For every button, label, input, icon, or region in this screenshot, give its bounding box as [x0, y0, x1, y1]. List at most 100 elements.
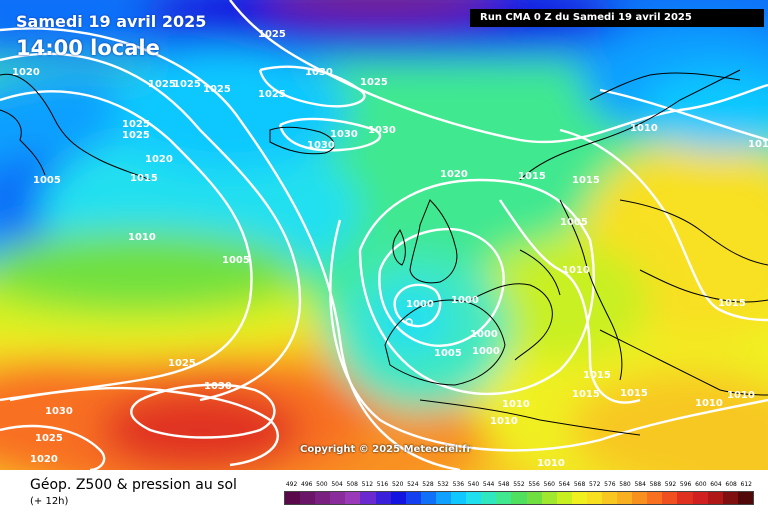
color-scale-bar [284, 491, 754, 505]
isobar-label: 1025 [122, 130, 150, 141]
scale-tick-label: 552 [513, 481, 525, 488]
scale-swatch [466, 492, 482, 504]
scale-swatch [451, 492, 467, 504]
isobar-label: 1020 [145, 154, 173, 165]
scale-swatch [390, 492, 406, 504]
scale-swatch [375, 492, 391, 504]
isobars [0, 0, 768, 470]
scale-swatch [601, 492, 618, 504]
isobar-label: 1005 [33, 175, 61, 186]
scale-tick-label: 544 [482, 481, 495, 488]
isobar-label: 1030 [307, 140, 335, 151]
scale-tick-label: 500 [316, 481, 328, 488]
color-field [0, 0, 768, 470]
scale-tick-label: 564 [558, 481, 571, 488]
scale-swatch [345, 492, 361, 504]
isobar-label: 1005 [434, 348, 462, 359]
isobar-label: 1010 [502, 399, 530, 410]
isobar-label: 1015 [572, 175, 600, 186]
legend-subtitle: (+ 12h) [30, 496, 69, 507]
scale-tick-label: 560 [543, 481, 555, 488]
isobar-label: 1025 [258, 29, 286, 40]
scale-swatch [330, 492, 346, 504]
isobar-label: 1030 [330, 129, 358, 140]
isobar-label: 1025 [148, 79, 176, 90]
isobar-label: 1025 [35, 433, 63, 444]
scale-tick-label: 580 [619, 481, 631, 488]
scale-swatch [360, 492, 376, 504]
isobar-label: 1020 [30, 454, 58, 465]
scale-swatch [300, 492, 316, 504]
scale-tick-label: 496 [301, 481, 313, 488]
isobar-label: 1015 [130, 173, 158, 184]
legend-title: Géop. Z500 & pression au sol [30, 477, 237, 493]
scale-tick-label: 536 [452, 481, 465, 488]
scale-swatch [556, 492, 572, 504]
isobar-label: 1010 [537, 458, 565, 469]
isobar-label: 1010 [727, 390, 755, 401]
scale-tick-label: 520 [391, 481, 404, 488]
isobar-label: 1015 [620, 388, 648, 399]
scale-tick-label: 608 [725, 481, 737, 488]
isobar-label: 1025 [258, 89, 286, 100]
isobar-label: 1015 [572, 389, 600, 400]
scale-tick-label: 512 [361, 481, 374, 488]
isobar-label: 1030 [45, 406, 73, 417]
isobar-label: 1005 [222, 255, 250, 266]
scale-tick-label: 504 [331, 481, 343, 488]
scale-swatch [496, 492, 512, 504]
weather-map: 1025 1020 1030 1025 1025 1025 1025 1025 1025 1025… [0, 0, 768, 470]
isobar-label: 1010 [490, 416, 518, 427]
isobar-label: 1000 [472, 346, 500, 357]
isobar-label: 1015 [583, 370, 611, 381]
scale-swatch [435, 492, 452, 504]
isobar-label: 1005 [560, 217, 588, 228]
scale-tick-label: 604 [710, 481, 722, 488]
scale-swatch [511, 492, 527, 504]
isobar-label: 1015 [718, 298, 746, 309]
isobar-label: 1010 [748, 139, 768, 150]
scale-swatch [526, 492, 542, 504]
scale-tick-label: 524 [407, 481, 419, 488]
color-scale-labels: 492 496 500 504 508 512 516 520 524 528 532 536 540 5… [284, 481, 754, 491]
scale-swatch [632, 492, 648, 504]
scale-swatch [737, 492, 753, 504]
scale-tick-label: 568 [573, 481, 586, 488]
scale-swatch [647, 492, 663, 504]
isobar-label: 1025 [203, 84, 231, 95]
isobar-label: 1025 [173, 79, 201, 90]
forecast-date: Samedi 19 avril 2025 [16, 12, 207, 31]
isobar-label: 1010 [695, 398, 723, 409]
scale-swatch [315, 492, 331, 504]
isobar-label: 1020 [12, 67, 40, 78]
isobar-label: 1030 [305, 67, 333, 78]
isobar-label: 1000 [406, 299, 434, 310]
scale-swatch [677, 492, 693, 504]
scale-tick-label: 532 [437, 481, 449, 488]
scale-tick-label: 576 [604, 481, 616, 488]
scale-tick-label: 516 [376, 481, 389, 488]
scale-swatch [541, 492, 557, 504]
isobar-label: 1010 [630, 123, 658, 134]
scale-swatch [586, 492, 602, 504]
scale-tick-label: 588 [649, 481, 662, 488]
model-run-label: Run CMA 0 Z du Samedi 19 avril 2025 [470, 9, 764, 27]
scale-tick-label: 584 [634, 481, 646, 488]
scale-tick-label: 508 [346, 481, 358, 488]
scale-tick-label: 612 [740, 481, 752, 488]
scale-swatch [571, 492, 587, 504]
scale-swatch [285, 492, 301, 504]
isobar-label: 1025 [168, 358, 196, 369]
isobar-label: 1020 [440, 169, 468, 180]
scale-swatch [692, 492, 708, 504]
isobar-label: 1025 [360, 77, 388, 88]
scale-swatch [420, 492, 436, 504]
scale-tick-label: 600 [695, 481, 707, 488]
scale-swatch [662, 492, 678, 504]
isobar-label: 1010 [562, 265, 590, 276]
scale-tick-label: 492 [285, 481, 298, 488]
low-pressure-center [405, 318, 413, 326]
coastlines [0, 69, 768, 436]
